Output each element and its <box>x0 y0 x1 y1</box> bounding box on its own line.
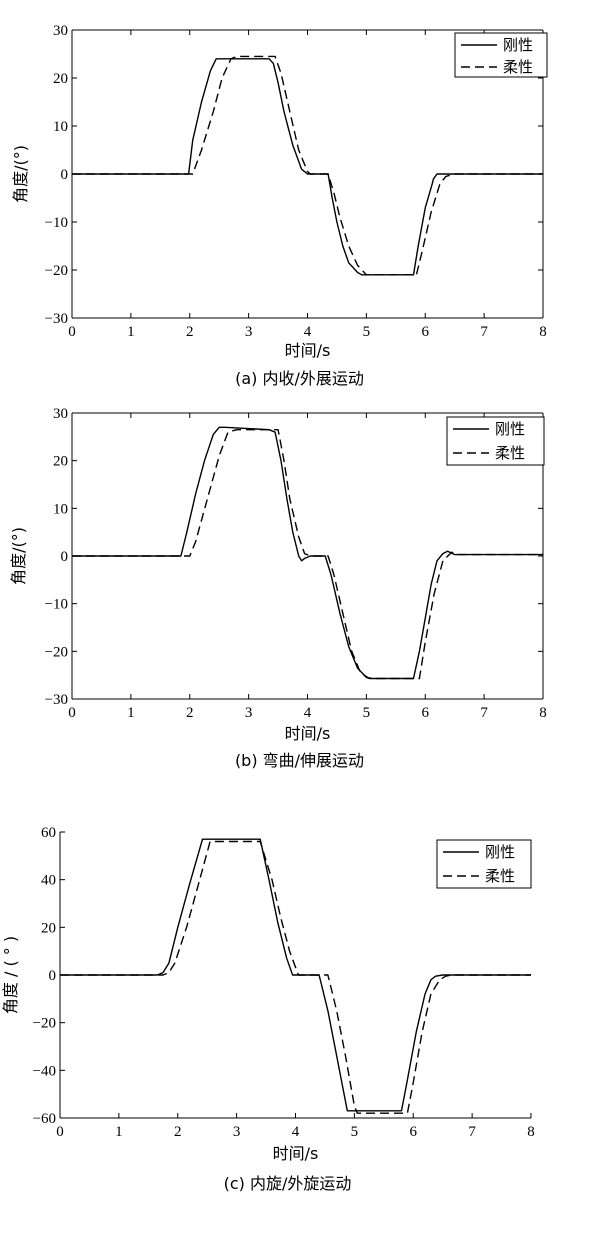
legend-box <box>446 416 545 466</box>
x-tick-label: 1 <box>127 705 135 721</box>
x-tick-label: 2 <box>186 705 194 721</box>
x-tick-label: 5 <box>363 324 371 340</box>
series-line-flexible <box>60 840 531 1114</box>
x-tick-label: 7 <box>480 705 488 721</box>
y-tick-label: 20 <box>53 71 68 87</box>
x-tick-label: 8 <box>539 324 547 340</box>
x-tick-label: 4 <box>304 705 312 721</box>
x-axis-label: 时间/s <box>285 341 331 360</box>
legend-label: 刚性 <box>495 420 525 438</box>
y-tick-label: −40 <box>33 1063 56 1079</box>
y-tick-label: 20 <box>41 920 56 936</box>
y-tick-label: 10 <box>53 119 68 135</box>
series-line-flexible <box>72 55 543 276</box>
x-tick-label: 4 <box>292 1124 300 1140</box>
y-tick-label: −30 <box>45 692 68 708</box>
x-tick-label: 2 <box>174 1124 182 1140</box>
y-tick-label: 0 <box>61 549 69 565</box>
chart-caption: (c) 内旋/外旋运动 <box>224 1174 352 1193</box>
y-tick-label: −60 <box>33 1111 56 1127</box>
x-axis-label: 时间/s <box>273 1144 319 1163</box>
x-tick-label: 3 <box>233 1124 241 1140</box>
legend-label: 刚性 <box>503 36 533 54</box>
y-tick-label: −20 <box>45 263 68 279</box>
x-tick-label: 7 <box>468 1124 476 1140</box>
y-tick-label: 20 <box>53 454 68 470</box>
x-tick-label: 8 <box>539 705 547 721</box>
y-tick-label: 60 <box>41 825 56 841</box>
x-tick-label: 5 <box>351 1124 359 1140</box>
series-line-rigid <box>60 838 531 1112</box>
legend-label: 刚性 <box>485 843 515 861</box>
legend-box <box>436 839 532 889</box>
y-tick-label: −30 <box>45 311 68 327</box>
y-tick-label: 10 <box>53 501 68 517</box>
x-tick-label: 1 <box>115 1124 123 1140</box>
legend-label: 柔性 <box>485 867 515 885</box>
y-tick-label: −20 <box>45 644 68 660</box>
chart-caption: (a) 内收/外展运动 <box>235 369 364 388</box>
x-tick-label: 3 <box>245 705 253 721</box>
legend-box <box>454 32 548 78</box>
x-tick-label: 2 <box>186 324 194 340</box>
legend-label: 柔性 <box>495 444 525 462</box>
series-line-rigid <box>72 426 543 680</box>
x-tick-label: 8 <box>527 1124 535 1140</box>
x-tick-label: 3 <box>245 324 253 340</box>
series-line-rigid <box>72 58 543 276</box>
x-tick-label: 6 <box>410 1124 418 1140</box>
y-tick-label: −10 <box>45 597 68 613</box>
x-tick-label: 4 <box>304 324 312 340</box>
y-axis-label: 角度/(°) <box>11 145 30 203</box>
y-tick-label: 0 <box>61 167 69 183</box>
y-axis-label: 角度/(°) <box>9 527 28 585</box>
x-tick-label: 0 <box>56 1124 64 1140</box>
y-axis-label: 角度 / ( ° ) <box>1 936 20 1014</box>
y-tick-label: 30 <box>53 406 68 422</box>
x-tick-label: 7 <box>480 324 488 340</box>
chart-caption: (b) 弯曲/伸展运动 <box>235 751 364 770</box>
legend-label: 柔性 <box>503 58 533 76</box>
y-tick-label: 30 <box>53 23 68 39</box>
x-tick-label: 5 <box>363 705 371 721</box>
x-tick-label: 6 <box>422 705 430 721</box>
y-tick-label: −20 <box>33 1016 56 1032</box>
y-tick-label: 0 <box>49 968 57 984</box>
y-tick-label: 40 <box>41 873 56 889</box>
x-tick-label: 0 <box>68 324 76 340</box>
x-axis-label: 时间/s <box>285 724 331 743</box>
x-tick-label: 0 <box>68 705 76 721</box>
y-tick-label: −10 <box>45 215 68 231</box>
x-tick-label: 6 <box>422 324 430 340</box>
x-tick-label: 1 <box>127 324 135 340</box>
series-line-flexible <box>72 429 543 680</box>
